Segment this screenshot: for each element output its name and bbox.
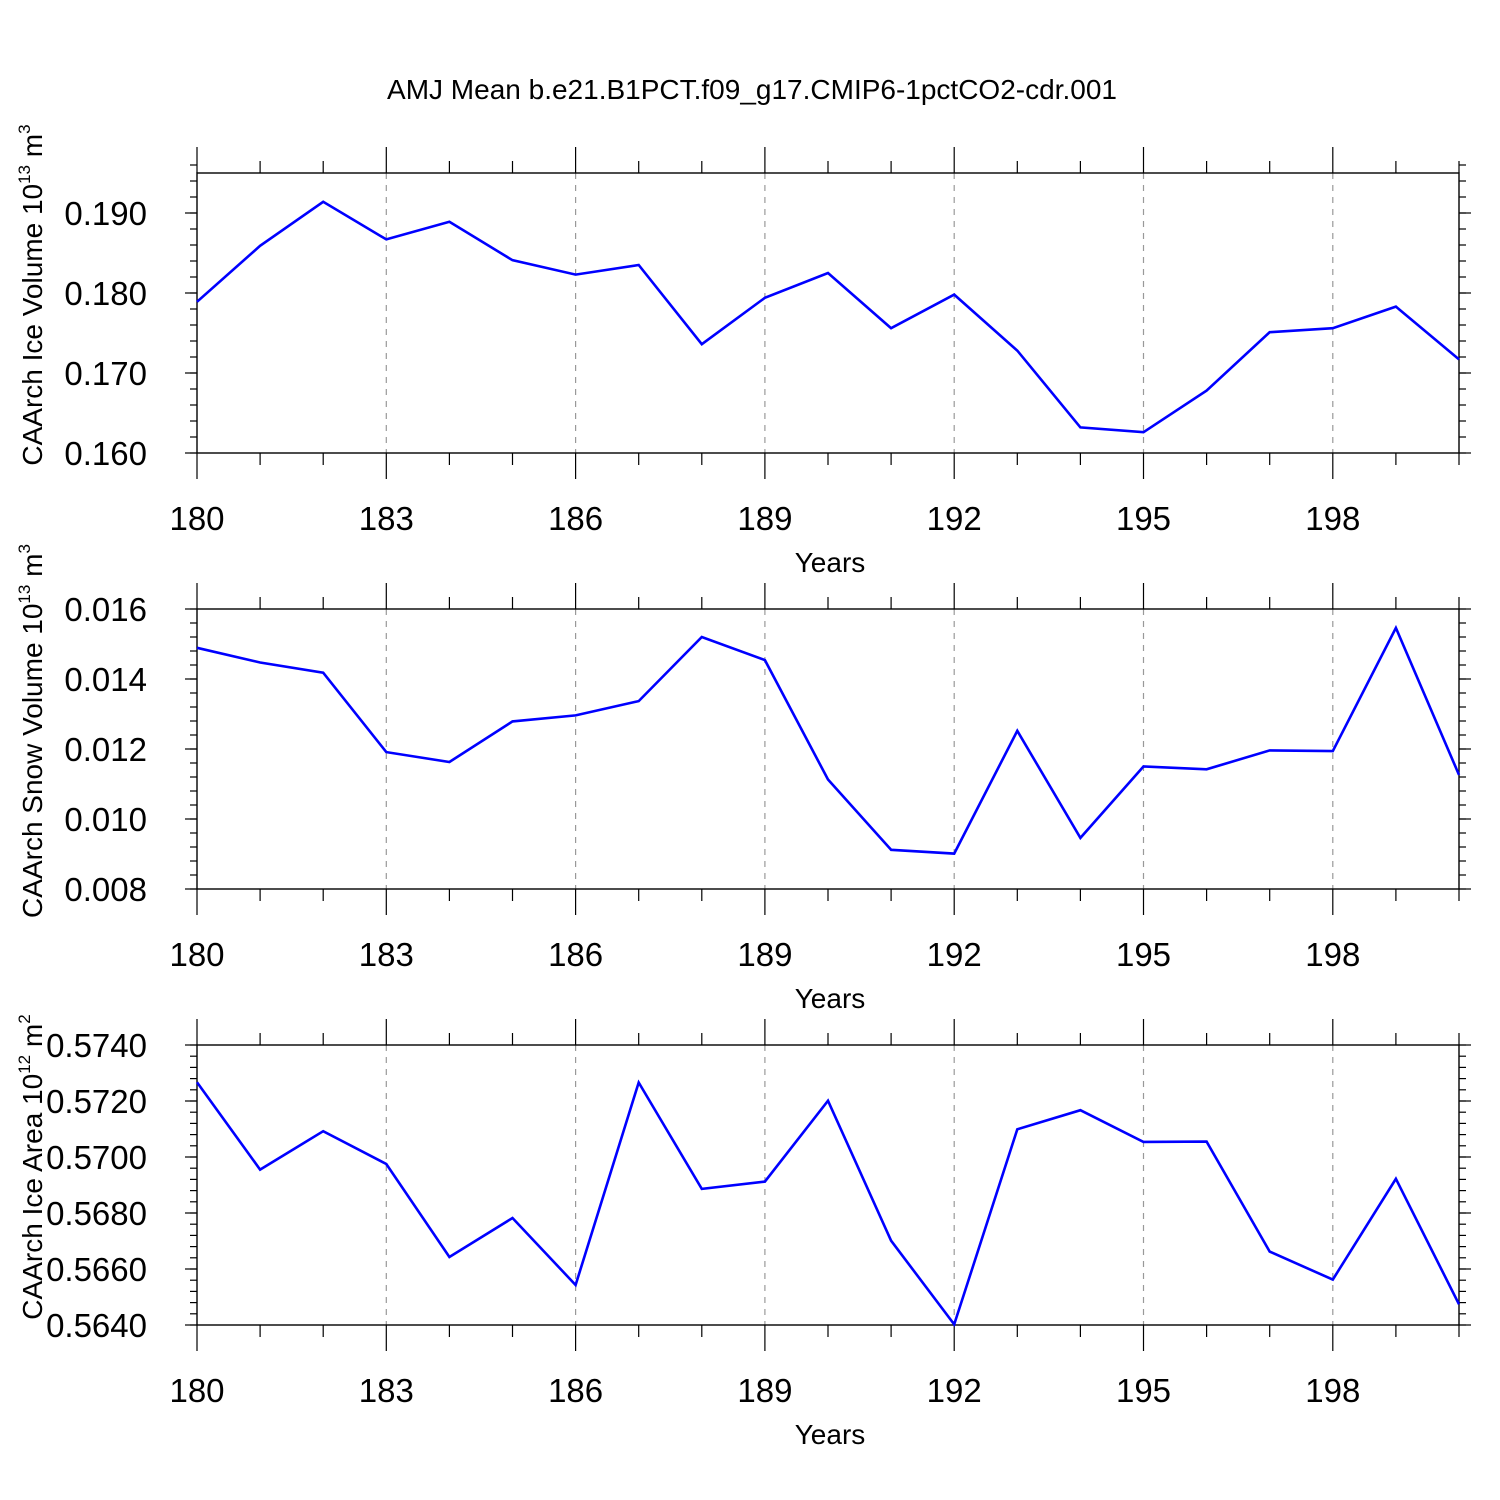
y-axis-title-unit: m	[17, 554, 48, 585]
x-tick-label: 192	[927, 500, 982, 537]
chart-panel-1: 0.160 0.170 0.180 0.190 180 183 186 189 192 195 19…	[15, 124, 1471, 578]
y-tick-label: 0.010	[64, 801, 147, 838]
y-axis-title-main: CAArch Ice Area 10	[17, 1074, 48, 1320]
x-tick-label: 183	[359, 1372, 414, 1409]
series-line	[196, 624, 1461, 855]
x-tick-label: 198	[1305, 500, 1360, 537]
x-tick-label: 198	[1305, 936, 1360, 973]
y-axis-title: CAArch Ice Area 1012 m2	[15, 1014, 48, 1319]
x-tick-label: 186	[548, 936, 603, 973]
x-axis-title: Years	[795, 547, 866, 578]
series-line	[195, 1079, 1461, 1328]
y-tick-label: 0.012	[64, 731, 147, 768]
x-tick-label: 189	[737, 1372, 792, 1409]
x-tick-label: 189	[737, 936, 792, 973]
x-tick-label: 195	[1116, 936, 1171, 973]
x-tick-label: 183	[359, 936, 414, 973]
y-axis-title-unit: m	[17, 134, 48, 165]
x-tick-label: 186	[548, 500, 603, 537]
y-axis-title: CAArch Snow Volume 1013 m3	[15, 544, 48, 918]
y-tick-label: 0.160	[64, 435, 147, 472]
y-axis-title-unit-exponent: 3	[15, 124, 34, 133]
x-tick-label: 195	[1116, 1372, 1171, 1409]
y-axis-title-unit-exponent: 3	[15, 544, 34, 553]
x-tick-label: 186	[548, 1372, 603, 1409]
y-tick-label: 0.5740	[46, 1027, 147, 1064]
y-axis-title-exponent: 13	[15, 165, 34, 184]
y-tick-label: 0.016	[64, 591, 147, 628]
x-tick-label: 198	[1305, 1372, 1360, 1409]
y-axis-title-main: CAArch Ice Volume 10	[17, 184, 48, 466]
x-tick-label: 180	[169, 500, 224, 537]
y-tick-label: 0.170	[64, 355, 147, 392]
y-axis-title-exponent: 13	[15, 585, 34, 604]
y-tick-label: 0.5640	[46, 1307, 147, 1344]
y-axis-title-unit: m	[17, 1024, 48, 1055]
y-tick-label: 0.5660	[46, 1251, 147, 1288]
chart-panel-2: 0.008 0.010 0.012 0.014 0.016 180 183 186 189 192…	[15, 544, 1471, 1014]
x-tick-label: 180	[169, 936, 224, 973]
x-tick-label: 195	[1116, 500, 1171, 537]
y-axis-title-main: CAArch Snow Volume 10	[17, 604, 48, 918]
y-tick-label: 0.180	[64, 275, 147, 312]
x-tick-label: 192	[927, 1372, 982, 1409]
chart-panel-3: 0.5640 0.5660 0.5680 0.5700 0.5720 0.5740 180 1…	[15, 1014, 1471, 1450]
x-axis-title: Years	[795, 1419, 866, 1450]
x-axis-title: Years	[795, 983, 866, 1014]
x-tick-label: 183	[359, 500, 414, 537]
y-tick-label: 0.190	[64, 195, 147, 232]
y-tick-label: 0.5700	[46, 1139, 147, 1176]
y-tick-label: 0.014	[64, 661, 147, 698]
y-axis-title-unit-exponent: 2	[15, 1014, 34, 1023]
y-axis-title: CAArch Ice Volume 1013 m3	[15, 124, 48, 465]
y-tick-label: 0.008	[64, 871, 147, 908]
x-tick-label: 192	[927, 936, 982, 973]
y-axis-title-exponent: 12	[15, 1055, 34, 1074]
chart-title: AMJ Mean b.e21.B1PCT.f09_g17.CMIP6-1pctC…	[387, 74, 1117, 105]
x-tick-label: 189	[737, 500, 792, 537]
x-tick-label: 180	[169, 1372, 224, 1409]
y-tick-label: 0.5680	[46, 1195, 147, 1232]
y-tick-label: 0.5720	[46, 1083, 147, 1120]
